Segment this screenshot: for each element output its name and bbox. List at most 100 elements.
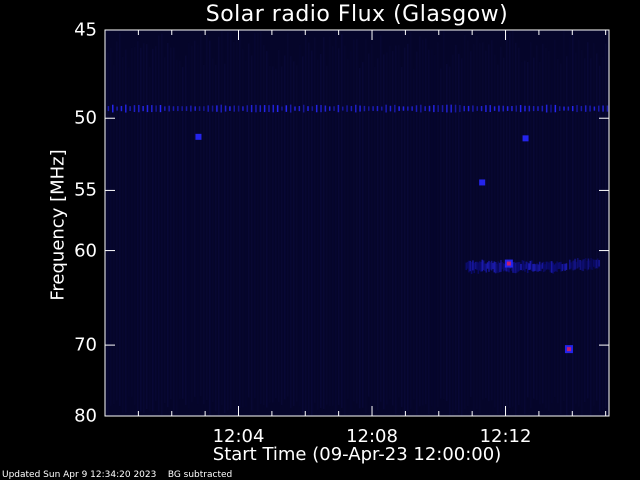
band-mark <box>591 258 594 270</box>
rfi-line-mark <box>216 105 218 112</box>
noise-streak <box>461 58 463 416</box>
y-tick-label: 45 <box>74 19 97 41</box>
noise-streak <box>545 47 547 409</box>
updated-timestamp: Updated Sun Apr 9 12:34:20 2023 <box>2 470 157 480</box>
band-mark <box>530 260 533 271</box>
rfi-line-mark <box>328 106 331 111</box>
band-mark <box>478 261 481 271</box>
band-mark <box>474 261 477 270</box>
band-mark <box>557 262 560 270</box>
band-mark <box>595 259 598 269</box>
noise-streak <box>557 58 559 404</box>
band-mark <box>578 259 580 268</box>
rfi-line-mark <box>289 104 292 113</box>
rfi-line-mark <box>385 104 387 113</box>
noise-streak <box>569 37 571 411</box>
band-mark <box>477 262 480 274</box>
noise-streak <box>203 64 205 405</box>
noise-streak <box>260 31 262 404</box>
noise-streak <box>452 54 454 415</box>
rfi-line-mark <box>472 105 474 112</box>
rfi-line-mark <box>177 106 179 112</box>
band-mark <box>565 263 568 270</box>
band-mark <box>485 263 488 273</box>
noise-streak <box>242 49 244 408</box>
noise-streak <box>407 43 409 412</box>
noise-streak <box>158 35 160 412</box>
noise-streak <box>389 45 391 400</box>
noise-streak <box>485 50 487 399</box>
rfi-line-mark <box>511 105 513 112</box>
x-axis-label: Start Time (09-Apr-23 12:00:00) <box>212 444 502 465</box>
rfi-line-mark <box>194 106 196 111</box>
rfi-line-mark <box>281 106 283 111</box>
noise-streak <box>401 66 403 408</box>
rfi-line-mark <box>459 105 461 113</box>
rfi-line-mark <box>433 105 435 113</box>
y-tick-label: 55 <box>74 179 97 201</box>
noise-streak <box>107 52 109 414</box>
noise-streak <box>539 61 541 405</box>
noise-streak <box>419 36 421 407</box>
rfi-line-mark <box>424 106 426 111</box>
noise-streak <box>281 66 283 406</box>
chart-title: Solar radio Flux (Glasgow) <box>205 2 509 27</box>
noise-streak <box>482 42 484 400</box>
rfi-line-mark <box>185 106 188 111</box>
noise-streak <box>140 47 142 412</box>
band-mark <box>521 260 524 271</box>
y-tick-label: 70 <box>74 334 97 356</box>
band-mark <box>486 262 489 269</box>
band-mark <box>476 261 478 270</box>
noise-streak <box>506 34 508 407</box>
rfi-line-mark <box>528 105 531 112</box>
signal-marks <box>107 104 609 354</box>
band-mark <box>588 260 591 268</box>
band-mark <box>500 260 502 272</box>
rfi-line-mark <box>276 105 279 112</box>
noise-streak <box>413 69 415 400</box>
noise-streak <box>500 46 502 412</box>
rfi-line-mark <box>411 106 413 111</box>
band-mark <box>493 261 496 273</box>
noise-streak <box>170 47 172 400</box>
rfi-line-mark <box>311 106 314 111</box>
rfi-line-mark <box>558 106 561 111</box>
band-mark <box>516 262 518 273</box>
noise-streak <box>377 58 379 411</box>
rfi-line-mark <box>302 104 305 113</box>
noise-streak <box>308 42 310 416</box>
rfi-line-mark <box>567 106 570 111</box>
noise-streak <box>254 33 256 399</box>
band-mark <box>546 261 549 270</box>
rfi-line-mark <box>341 106 344 111</box>
noise-streak <box>470 51 472 398</box>
noise-streak <box>359 67 361 409</box>
band-mark <box>544 264 546 272</box>
band-mark <box>497 261 500 273</box>
band-mark <box>540 264 542 272</box>
noise-streak <box>206 35 208 401</box>
x-tick-label: 12:12 <box>479 426 532 447</box>
rfi-line-mark <box>107 106 110 112</box>
noise-streak <box>269 65 271 403</box>
noise-streak <box>578 40 580 407</box>
noise-streak <box>599 65 601 412</box>
noise-streak <box>239 33 241 408</box>
rfi-line-mark <box>168 105 170 112</box>
rfi-line-mark <box>155 105 157 112</box>
band-mark <box>598 260 600 267</box>
rfi-line-mark <box>112 104 114 113</box>
x-tick-label: 12:08 <box>346 426 398 447</box>
noise-streak <box>551 69 553 404</box>
noise-streak <box>374 66 376 404</box>
rfi-line-mark <box>550 104 552 113</box>
noise-streak <box>212 58 214 403</box>
band-mark <box>548 262 550 270</box>
x-tick-label: 12:04 <box>212 426 265 447</box>
rfi-line-mark <box>233 105 236 112</box>
noise-streak <box>149 67 151 412</box>
noise-streak <box>572 30 574 416</box>
noise-streak <box>575 52 577 404</box>
noise-streak <box>563 30 565 402</box>
